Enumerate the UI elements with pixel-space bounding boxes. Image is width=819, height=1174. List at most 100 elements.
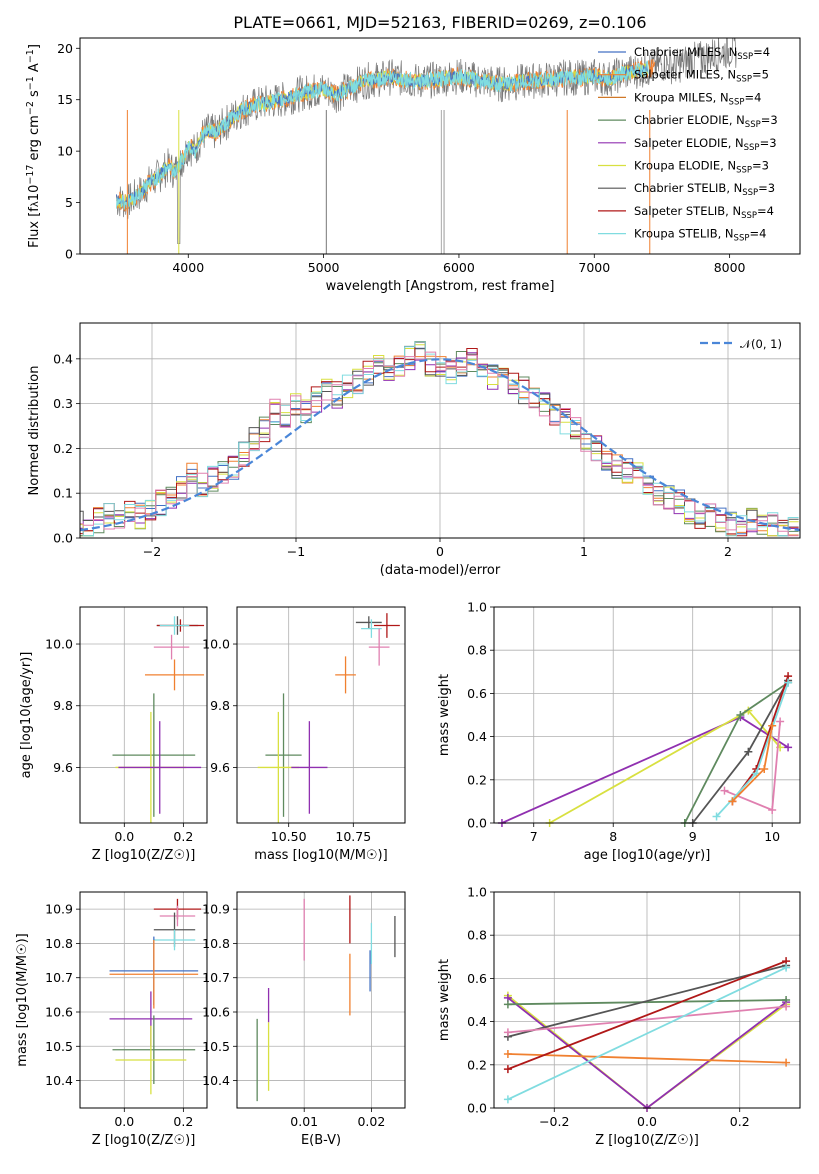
weight-series-line	[507, 964, 787, 1038]
y-tick-label: 10.4	[45, 1073, 73, 1088]
weight-point-marker	[784, 743, 793, 752]
x-axis-label: age [log10(age/yr)]	[584, 848, 711, 863]
y-tick-label: 0.8	[467, 643, 487, 658]
weight-point-marker	[768, 806, 777, 815]
weight-series-line	[724, 721, 781, 812]
x-axis-label: Z [log10(Z/Z☉)]	[92, 1133, 196, 1148]
legend-text: Salpeter MILES, N	[634, 68, 736, 82]
weight-series-line	[549, 709, 781, 824]
legend-label: Kroupa ELODIE, NSSP=3	[634, 159, 769, 176]
legend-value: =4	[744, 90, 761, 104]
age-vs-mass-panel: 10.50 10.75 9.6 9.8 10.0 mass [log10(M/M☉)]	[202, 606, 406, 863]
legend-value: =4	[749, 227, 766, 241]
legend-value: =3	[761, 113, 778, 127]
x-tick-label: 9	[689, 829, 697, 844]
error-bars	[112, 616, 205, 823]
legend-subscript: SSP	[736, 166, 752, 176]
legend-subscript: SSP	[729, 97, 745, 107]
legend-text: Salpeter ELODIE, N	[634, 136, 744, 150]
legend-label: Kroupa STELIB, NSSP=4	[634, 227, 766, 244]
mass-vs-extinction-panel: 0.01 0.02 10.4 10.5 10.6 10.7 10.8 10.9 E(B-V)	[202, 891, 406, 1148]
hist-step-series	[80, 355, 799, 537]
hist-step-series	[80, 341, 799, 537]
label-part: s	[27, 90, 42, 101]
error-bars	[256, 895, 396, 1102]
y-tick-label: 10.5	[202, 1039, 230, 1054]
y-tick-label: 0.0	[467, 1101, 487, 1116]
x-tick-label: 10.50	[271, 829, 307, 844]
y-axis-label: mass weight	[437, 674, 452, 756]
superscript: −1	[25, 49, 36, 63]
y-tick-label: 0.4	[467, 729, 487, 744]
y-axis-label: age [log10(age/yr)]	[19, 652, 34, 779]
x-tick-label: −0.2	[539, 1114, 569, 1129]
axes-frame	[79, 891, 208, 1109]
axes-frame	[493, 891, 801, 1109]
legend-label: Chabrier MILES, NSSP=4	[634, 45, 770, 62]
label-part: ]	[27, 44, 42, 49]
x-tick-label: 6000	[443, 260, 475, 275]
axes-frame	[236, 606, 406, 824]
axes-frame	[79, 606, 208, 824]
x-tick-label: 10	[764, 829, 780, 844]
spectrum-panel: 4000 5000 6000 7000 8000 0 5 10 15 20 wavelength […	[25, 37, 801, 294]
gaussian-curve	[80, 358, 800, 532]
y-tick-label: 10	[57, 144, 73, 159]
legend-text: Salpeter STELIB, N	[634, 204, 741, 218]
legend-value: =5	[752, 68, 769, 82]
x-tick-label: 1	[580, 544, 588, 559]
x-axis-label: wavelength [Angstrom, rest frame]	[326, 279, 555, 294]
legend-text: Chabrier MILES, N	[634, 45, 737, 59]
x-tick-label: 7	[530, 829, 538, 844]
y-tick-label: 10.9	[202, 902, 230, 917]
superscript: −1	[25, 76, 36, 90]
weight-point-marker	[503, 1000, 512, 1009]
x-tick-label: −2	[143, 544, 161, 559]
y-tick-label: 0.6	[467, 971, 487, 986]
y-tick-label: 10.0	[45, 637, 73, 652]
x-tick-label: 0.0	[114, 1114, 134, 1129]
weight-series-line	[507, 999, 787, 1006]
x-axis-label: E(B-V)	[301, 1133, 341, 1148]
y-axis-label: mass [log10(M/M☉)]	[15, 933, 30, 1066]
x-tick-label: −1	[287, 544, 305, 559]
x-tick-label: 0.2	[173, 829, 193, 844]
label-part: 10	[27, 185, 42, 202]
y-tick-label: 15	[57, 92, 73, 107]
weight-point-marker	[782, 963, 791, 972]
error-bars	[109, 898, 202, 1095]
y-tick-label: 1.0	[467, 600, 487, 615]
y-tick-label: 5	[65, 195, 73, 210]
legend-label: Kroupa MILES, NSSP=4	[634, 90, 761, 107]
y-tick-label: 0.0	[467, 816, 487, 831]
weight-series-line	[507, 1005, 787, 1034]
label-part: λ	[30, 201, 41, 207]
y-axis-label: Flux [fλ10−17 erg cm−2 s−1 A−1]	[25, 44, 42, 248]
x-tick-label: 2	[724, 544, 732, 559]
weight-point-marker	[776, 717, 785, 726]
y-tick-label: 9.6	[53, 760, 73, 775]
legend-label: Chabrier ELODIE, NSSP=3	[634, 113, 778, 130]
legend-subscript: SSP	[734, 234, 750, 244]
y-tick-label: 0.2	[467, 1057, 487, 1072]
y-tick-label: 9.6	[210, 760, 230, 775]
x-tick-label: 5000	[308, 260, 340, 275]
weight-series-line	[507, 960, 787, 1070]
axes-frame	[79, 37, 801, 255]
legend-text: Chabrier ELODIE, N	[634, 113, 745, 127]
y-tick-label: 0.4	[467, 1014, 487, 1029]
weight-point-marker	[782, 1002, 791, 1011]
weight-point-marker	[728, 797, 737, 806]
y-tick-label: 10.8	[45, 936, 73, 951]
label-part: A	[27, 63, 42, 76]
weight-lines	[497, 672, 793, 827]
weight-point-marker	[744, 747, 753, 756]
mass-vs-metallicity-panel: 0.0 0.2 10.4 10.5 10.6 10.7 10.8 10.9 Z [log10(Z…	[15, 891, 208, 1148]
y-tick-label: 10.8	[202, 936, 230, 951]
legend-label: Salpeter MILES, NSSP=5	[634, 68, 769, 85]
hist-step-series	[80, 351, 799, 537]
hist-step-series	[80, 352, 799, 533]
label-part: Flux [f	[27, 207, 42, 248]
